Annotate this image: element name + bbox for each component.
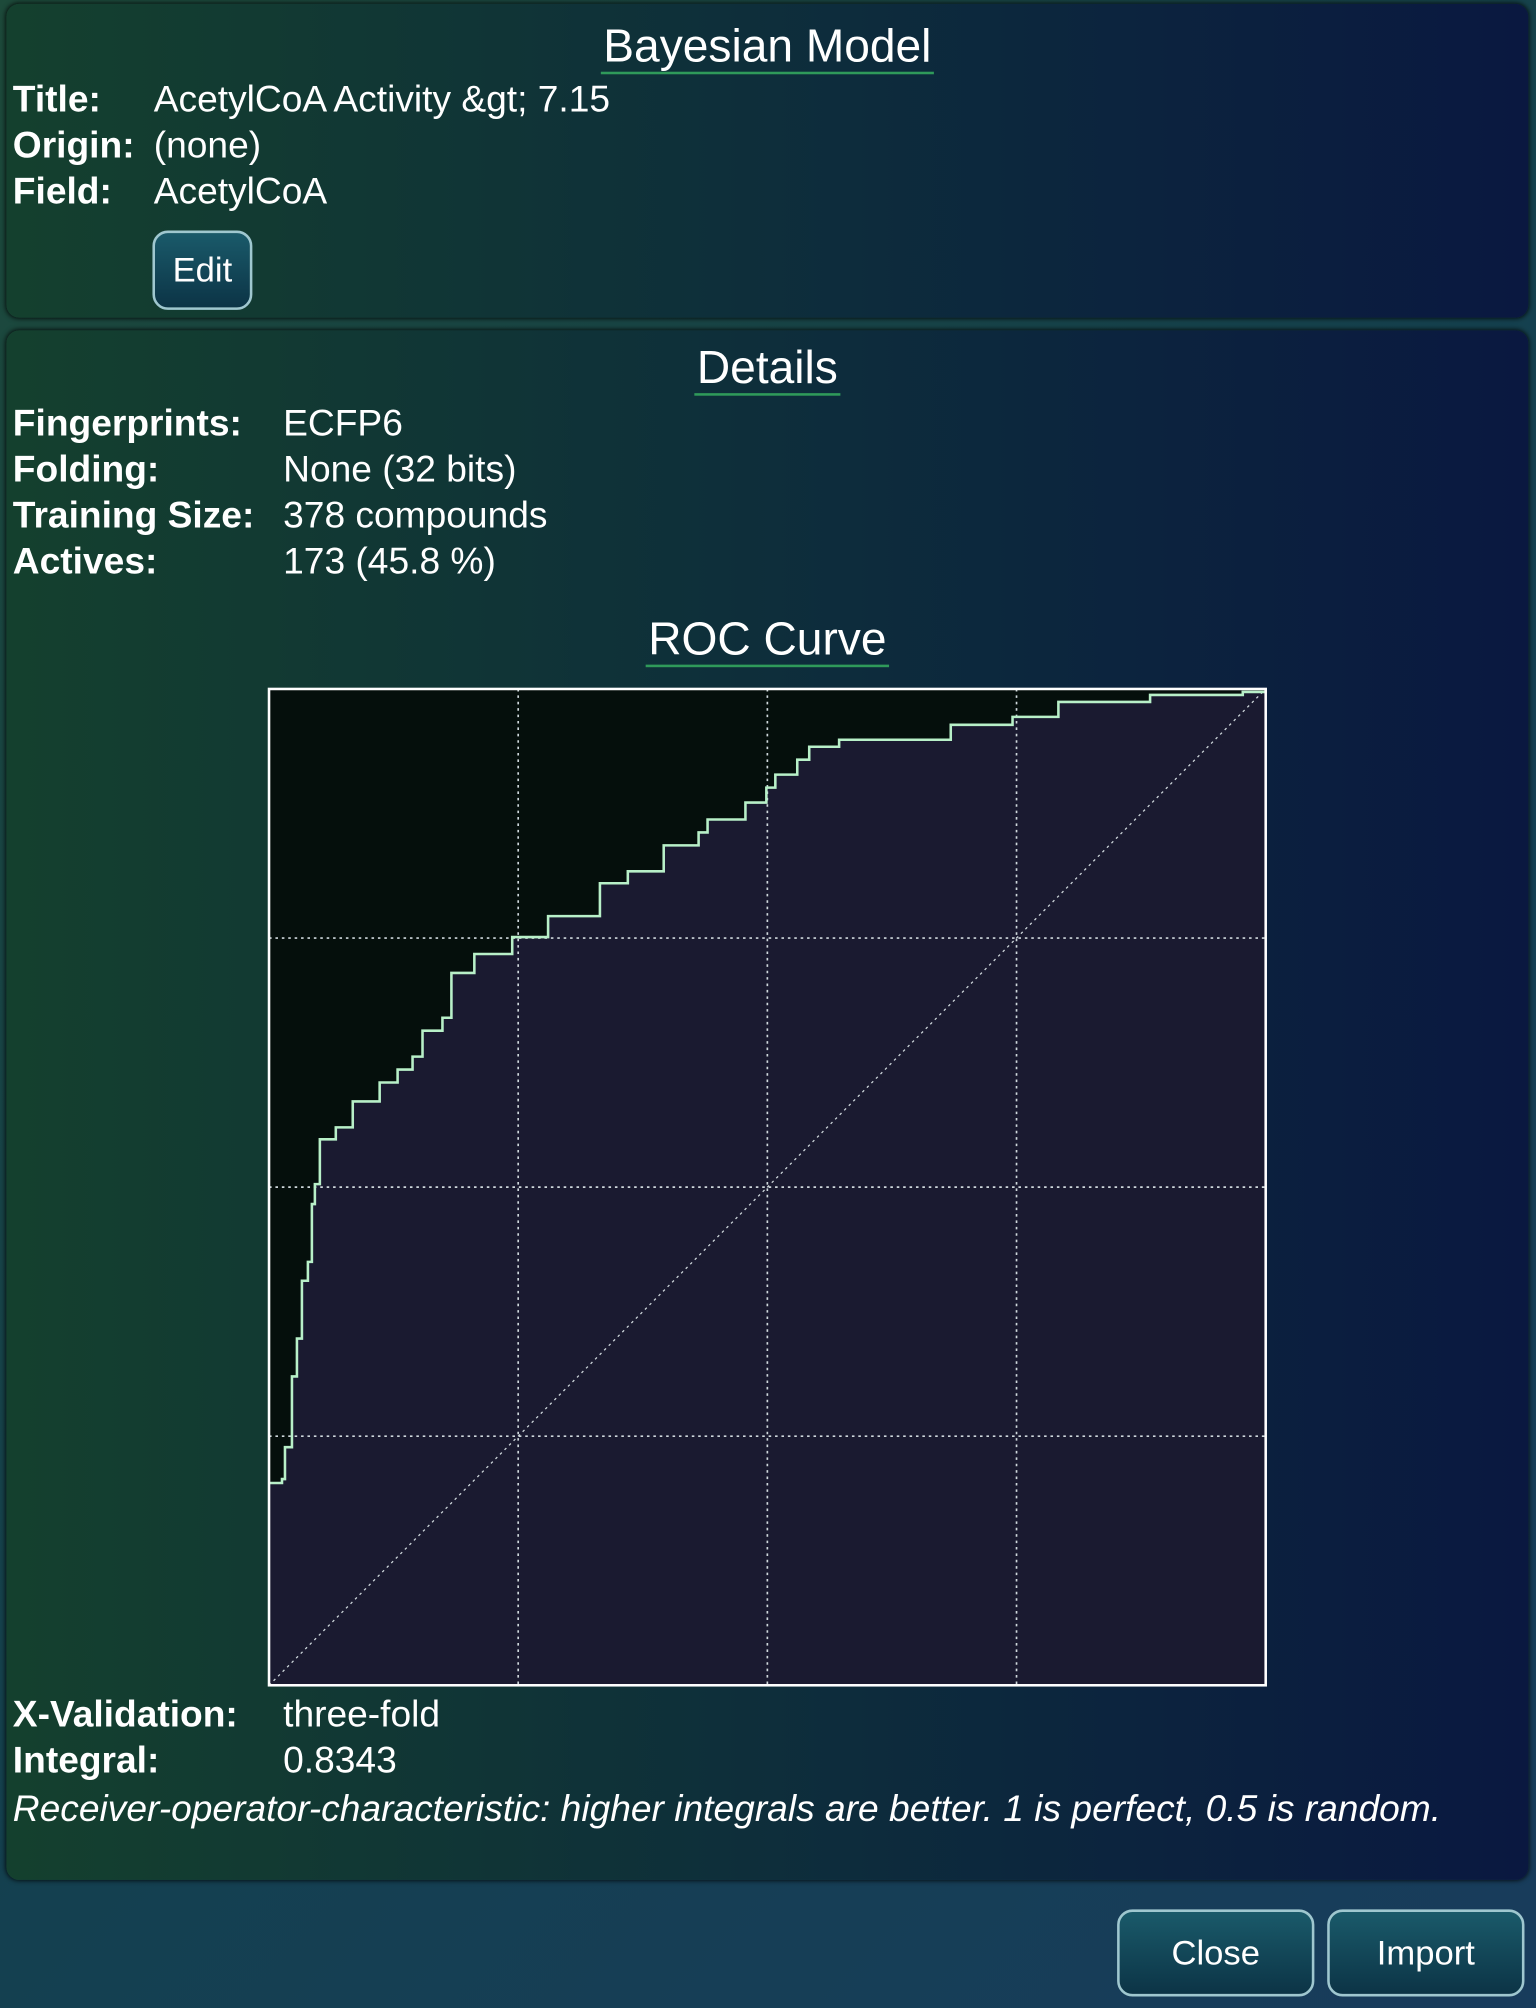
field-label: Training Size: (12, 495, 255, 537)
roc-chart (267, 687, 1267, 1687)
field-label: Fingerprints: (12, 403, 242, 445)
plot-border (267, 687, 1267, 1687)
field-label: Title: (12, 79, 101, 121)
close-button[interactable]: Close (1117, 1909, 1315, 1997)
import-button[interactable]: Import (1327, 1909, 1525, 1997)
field-label: Folding: (12, 449, 160, 491)
field-value: three-fold (283, 1694, 441, 1736)
field-value: None (32 bits) (283, 449, 517, 491)
edit-button[interactable]: Edit (152, 230, 253, 310)
model-panel: Bayesian Model Title: AcetylCoA Activity… (6, 3, 1529, 318)
section-title: Details (6, 340, 1528, 396)
field-label: Integral: (12, 1740, 160, 1782)
field-label: Origin: (12, 125, 135, 167)
section-title-text: Details (694, 340, 841, 396)
area-above-curve (269, 688, 1266, 1686)
roc-curve (269, 688, 1267, 1485)
field-label: Actives: (12, 541, 158, 583)
field-label: Field: (12, 171, 112, 213)
chart-title-text: ROC Curve (645, 612, 890, 668)
field-value: 0.8343 (283, 1740, 397, 1782)
field-value: 173 (45.8 %) (283, 541, 496, 583)
panel-title: Bayesian Model (6, 19, 1528, 75)
field-value: 378 compounds (283, 495, 548, 537)
field-value: AcetylCoA (153, 171, 328, 213)
field-value: AcetylCoA Activity &gt; 7.15 (153, 79, 611, 121)
field-value: ECFP6 (283, 403, 403, 445)
details-panel: Details Fingerprints: ECFP6 Folding: Non… (6, 330, 1529, 1880)
diagonal (268, 688, 1267, 1686)
panel-title-text: Bayesian Model (600, 19, 935, 75)
note: Receiver-operator-characteristic: higher… (12, 1789, 1442, 1830)
field-label: X-Validation: (12, 1694, 238, 1736)
field-value: (none) (153, 125, 262, 167)
chart-title: ROC Curve (6, 612, 1528, 668)
